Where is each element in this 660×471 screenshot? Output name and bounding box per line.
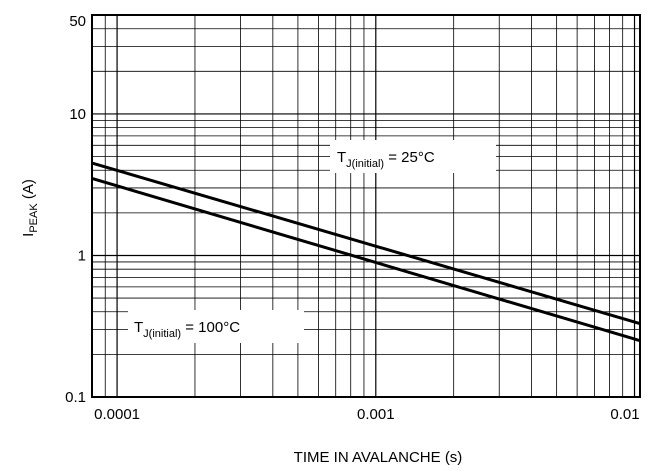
legend-100c-sub: J(initial) <box>143 328 181 340</box>
legend-100c-box <box>128 310 304 343</box>
y-axis-title-sub: PEAK <box>28 203 40 233</box>
legend-25c-label: TJ(initial) = 25°C <box>337 149 435 170</box>
y-axis-title-main: I <box>20 233 37 237</box>
legend-25c: TJ(initial) = 25°C <box>330 140 496 173</box>
legend-100c-main: T <box>134 319 143 336</box>
x-tick-labels: 0.0001 0.001 0.01 <box>94 406 639 423</box>
x-axis-title: TIME IN AVALANCHE (s) <box>294 449 463 466</box>
legend-100c: TJ(initial) = 100°C <box>128 310 304 343</box>
y-tick-label: 0.1 <box>65 389 86 406</box>
series-layer <box>91 161 641 343</box>
series-line-25c <box>91 161 641 326</box>
legend-25c-rest: = 25°C <box>384 149 435 166</box>
x-minor-gridlines <box>104 15 636 397</box>
y-tick-labels: 0.1 1 10 50 <box>65 13 86 406</box>
x-tick-label: 0.01 <box>610 406 639 423</box>
legend-100c-rest: = 100°C <box>181 319 240 336</box>
legend-100c-label: TJ(initial) = 100°C <box>134 319 240 340</box>
legend-25c-box <box>330 140 496 173</box>
x-tick-label: 0.0001 <box>94 406 140 423</box>
y-axis-title: IPEAK (A) <box>20 179 40 237</box>
legend-25c-sub: J(initial) <box>346 158 384 170</box>
x-tick-label: 0.001 <box>357 406 395 423</box>
legend-25c-main: T <box>337 149 346 166</box>
y-tick-label: 1 <box>78 247 86 264</box>
y-tick-label: 50 <box>69 13 86 30</box>
y-axis-title-unit: (A) <box>20 179 37 203</box>
plot-frame <box>91 14 641 398</box>
series-line-100c <box>91 177 641 343</box>
y-minor-gridlines <box>92 28 640 355</box>
y-tick-label: 10 <box>69 106 86 123</box>
